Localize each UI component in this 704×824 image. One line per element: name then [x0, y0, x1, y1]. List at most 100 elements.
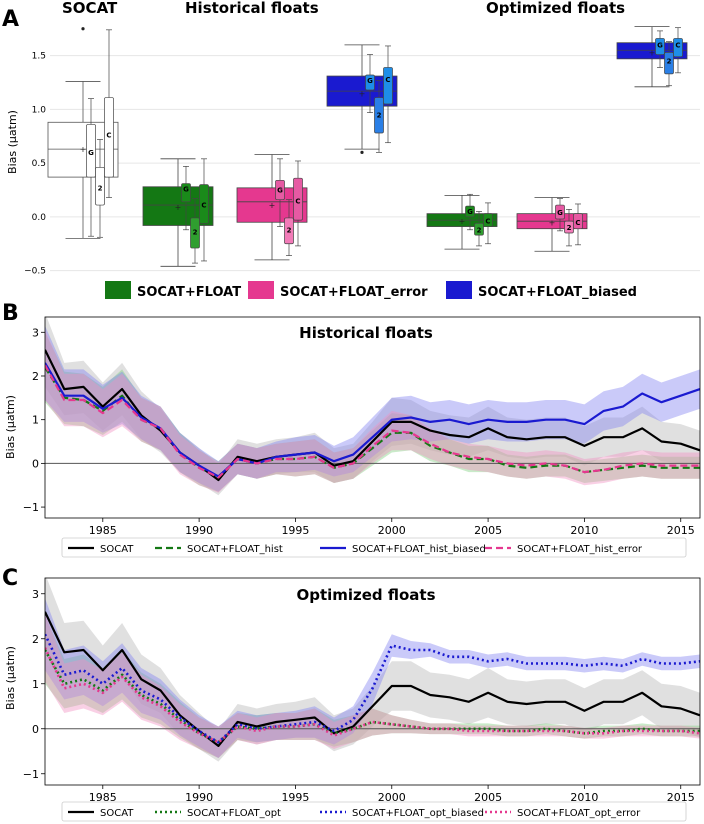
legend-label: SOCAT+FLOAT_opt_error [517, 808, 641, 819]
sub-box-label: C [575, 219, 580, 227]
uncertainty-band [45, 598, 700, 758]
group-title-socat: SOCAT [62, 0, 118, 17]
legend-label: SOCAT [100, 544, 134, 555]
y-tick-label: −1 [23, 501, 39, 514]
mean-marker: + [549, 218, 556, 227]
legend-label: SOCAT [100, 808, 134, 819]
sub-box-G: G [181, 166, 191, 231]
sub-box-label: 2 [287, 226, 292, 234]
sub-box-C: C [673, 27, 683, 74]
sub-box-label: C [485, 218, 490, 226]
box-group: + G 2 C [142, 158, 214, 267]
x-tick-label: 1990 [185, 524, 213, 537]
sub-box-label: G [183, 185, 189, 193]
sub-box [275, 179, 285, 201]
x-tick-label: 1985 [89, 524, 117, 537]
sub-box-label: C [385, 76, 390, 84]
sub-box [86, 124, 96, 178]
legend-label: SOCAT+FLOAT_hist_biased [352, 544, 486, 555]
sub-box-label: 2 [667, 58, 672, 66]
legend-label: SOCAT+FLOAT_error [280, 285, 428, 300]
legend-b: SOCAT SOCAT+FLOAT_hist SOCAT+FLOAT_hist_bi… [61, 537, 687, 558]
y-tick-label: −0.5 [24, 267, 46, 277]
uncertainty-band [45, 330, 700, 493]
y-tick-label: 3 [32, 326, 39, 339]
box-plots: + G2C+G2C +G2C+G2C+G2C +G2C+G2C [47, 26, 688, 267]
mean-marker: + [80, 145, 87, 154]
y-tick-label: 0 [32, 457, 39, 470]
sub-box [365, 74, 375, 91]
sub-box [190, 217, 200, 249]
sub-box-G: G [365, 54, 375, 113]
sub-box-label: C [201, 202, 206, 210]
legend-label: SOCAT+FLOAT_biased [478, 285, 637, 300]
sub-box-G: G [555, 198, 565, 232]
legend-swatch [105, 281, 131, 299]
y-tick-label: 1 [32, 414, 39, 427]
sub-box [383, 67, 393, 105]
panel-c: C Optimized floats Bias (µatm) −1 0 1 2 3 198… [2, 566, 701, 822]
sub-box-label: G [657, 41, 663, 49]
x-tick-label: 2005 [474, 524, 502, 537]
mean-marker: + [649, 48, 656, 57]
uncertainty-band [45, 616, 700, 758]
y-tick-label: −1 [23, 768, 39, 781]
group-title-optimized: Optimized floats [486, 0, 625, 17]
y-tick-label: 2 [32, 633, 39, 646]
legend-label: SOCAT+FLOAT_opt [187, 808, 281, 819]
sub-box-2: 2 [664, 41, 674, 87]
x-tick-label: 2010 [570, 791, 598, 804]
sub-box [573, 213, 583, 230]
sub-box-C: C [483, 202, 493, 245]
y-tick-label: 2 [32, 370, 39, 383]
sub-box-label: 2 [477, 226, 482, 234]
box-group: +G2C [326, 44, 398, 154]
plot-frame [44, 577, 701, 786]
legend-swatch [446, 281, 472, 299]
sub-box-C: C [104, 29, 114, 198]
y-axis-label-c: Bias (µatm) [4, 646, 17, 710]
uncertainty-band [45, 614, 700, 758]
box-group: +G2C [47, 27, 119, 239]
sub-box [465, 205, 475, 218]
legend-frame [61, 537, 687, 558]
sub-box-2: 2 [190, 198, 200, 264]
sub-box-C: C [573, 203, 583, 246]
sub-box-label: 2 [98, 184, 103, 192]
sub-box-G: G [86, 98, 96, 237]
box-group: +G2C [516, 197, 588, 252]
sub-box-label: 2 [193, 228, 198, 236]
box-group: +G 2 C [616, 26, 688, 88]
uncertainty-band [45, 578, 700, 762]
sub-box-G: G [655, 30, 665, 68]
sub-box-2: 2 [474, 211, 484, 247]
sub-box [104, 97, 114, 178]
sub-box [474, 222, 484, 236]
sub-box [374, 97, 384, 134]
chart-title-c: Optimized floats [296, 586, 435, 604]
sub-box-label: C [675, 41, 680, 49]
sub-box [655, 38, 665, 55]
box-group: +G2C [236, 154, 308, 261]
series-line [45, 611, 700, 747]
legend-c: SOCAT SOCAT+FLOAT_opt SOCAT+FLOAT_opt_bias… [61, 801, 687, 822]
series-line [45, 633, 700, 744]
legend-label: SOCAT+FLOAT_opt_biased [352, 808, 484, 819]
sub-box-2: 2 [374, 79, 384, 153]
panel-label-c: C [2, 566, 18, 591]
plot-area-c: −1 0 1 2 3 1985 1990 1995 2000 2005 2010 2015 [23, 577, 701, 804]
panel-a: A SOCAT Historical floats Optimized floa… [2, 0, 700, 300]
sub-box-label: C [295, 197, 300, 205]
legend-a: SOCAT+FLOAT SOCAT+FLOAT_error SOCAT+FLOAT_… [105, 281, 637, 300]
panel-b: B Historical floats Bias (µatm) −1 0 1 2 3 19… [2, 301, 701, 558]
uncertainty-band [45, 325, 700, 492]
x-tick-label: 2000 [378, 791, 406, 804]
series-line [45, 364, 700, 479]
x-tick-label: 2015 [667, 524, 695, 537]
x-tick-label: 2015 [667, 791, 695, 804]
mean-marker: + [459, 217, 466, 226]
mean-marker: + [175, 203, 182, 212]
sub-box-label: G [467, 208, 473, 216]
uncertainty-band [45, 332, 700, 492]
